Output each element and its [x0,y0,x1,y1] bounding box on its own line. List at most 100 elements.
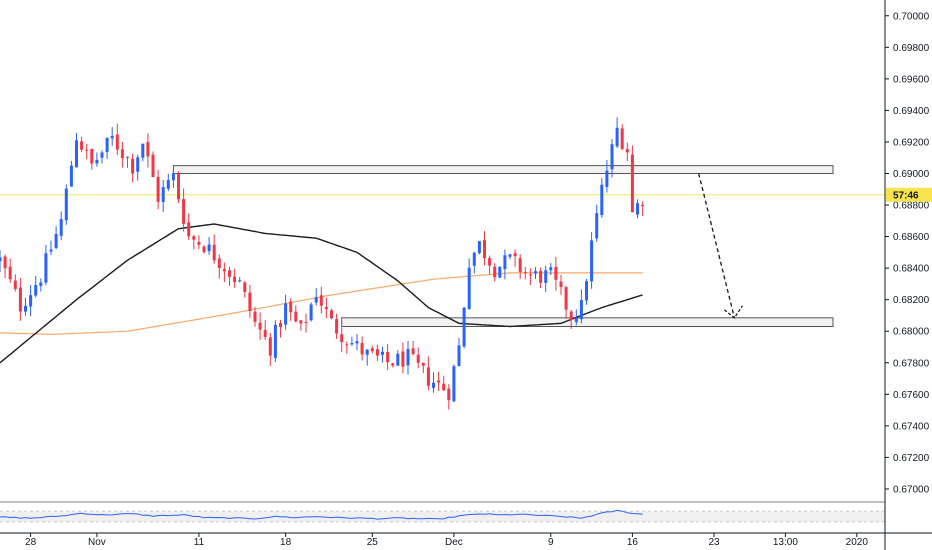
candle [228,266,231,286]
candle-body [59,219,63,236]
price-tick-label: 0.67200 [893,453,930,464]
candle [110,127,114,146]
candle [579,289,583,324]
candle-body [151,154,155,178]
candle [365,349,369,366]
price-tick-label: 0.69800 [893,43,930,54]
time-tick-label: 13:00 [773,537,798,548]
candle [217,254,221,279]
candle [299,320,303,331]
candle-body [324,307,328,309]
candle-body [187,222,191,237]
candle [534,267,537,279]
candle-body [615,127,619,147]
candle-body [605,170,609,187]
time-tick-label: 2020 [846,537,869,548]
candle [340,327,344,353]
candle [222,262,226,283]
candle-body [590,240,594,282]
zone-layer [172,165,834,327]
candle [294,305,298,323]
candle [202,245,206,254]
candle-body [534,271,537,274]
candle [309,302,313,322]
candle [554,256,558,291]
candle [350,336,354,346]
candle-body [314,297,318,303]
candle-body [319,295,323,306]
candle-body [279,322,282,327]
candle-body [263,329,267,337]
candle [136,154,140,181]
candle [585,279,588,305]
candle [375,344,379,361]
candle-body [498,266,502,278]
candle-body [156,176,160,202]
candle-body [416,354,420,363]
candle-body [253,311,257,322]
candle-body [355,341,359,344]
candle [360,336,364,361]
candle-body [115,134,119,150]
candle-body [233,276,237,283]
candle-body [406,349,410,366]
candle [381,346,384,363]
candle [146,133,150,168]
candle-body [437,380,441,383]
candle [151,151,155,178]
candle-body [207,244,211,252]
candle-body [100,152,104,158]
candle-body [391,363,395,366]
candle-body [126,157,129,159]
candle-body [299,320,303,324]
candle [49,240,53,255]
candle [18,278,22,321]
candle [304,313,308,333]
candle-body [39,282,43,286]
candle [161,179,165,213]
fast-ma-layer [0,223,643,364]
candle [64,184,68,225]
candle [253,306,257,327]
candle [416,347,420,369]
candle-body [641,204,645,206]
candle-body [539,270,543,283]
rsi-band [0,511,885,522]
candle [177,171,180,204]
candle-body [248,292,252,311]
candle [411,340,415,356]
rsi-panel[interactable] [0,501,885,523]
price-tick-label: 0.68400 [893,264,930,275]
current-price-tag-label: 57:46 [893,190,919,201]
candle [488,255,492,275]
candle [477,240,481,255]
candle-body [401,351,405,367]
price-tick-label: 0.68000 [893,327,930,338]
candle-body [579,300,583,320]
candle-body [381,351,384,355]
price-panel[interactable] [0,117,885,410]
candle [391,362,395,368]
candle-body [0,257,2,262]
candle [503,249,507,280]
price-tick-label: 0.67000 [893,484,930,495]
candle-body [95,159,99,164]
candle [335,313,339,339]
candle-body [120,149,124,159]
candle-body [105,137,109,152]
candle [442,375,446,391]
candle [243,281,247,298]
candle [34,275,38,298]
candle-body [585,281,588,301]
candle [569,310,573,329]
candle-body [462,307,466,347]
candle-body [24,305,27,312]
candle-body [554,266,558,280]
candle [141,143,145,162]
candle [355,334,359,351]
candle [59,211,63,241]
candle-body [426,367,430,386]
candle-body [569,311,573,320]
candle-body [166,180,170,189]
